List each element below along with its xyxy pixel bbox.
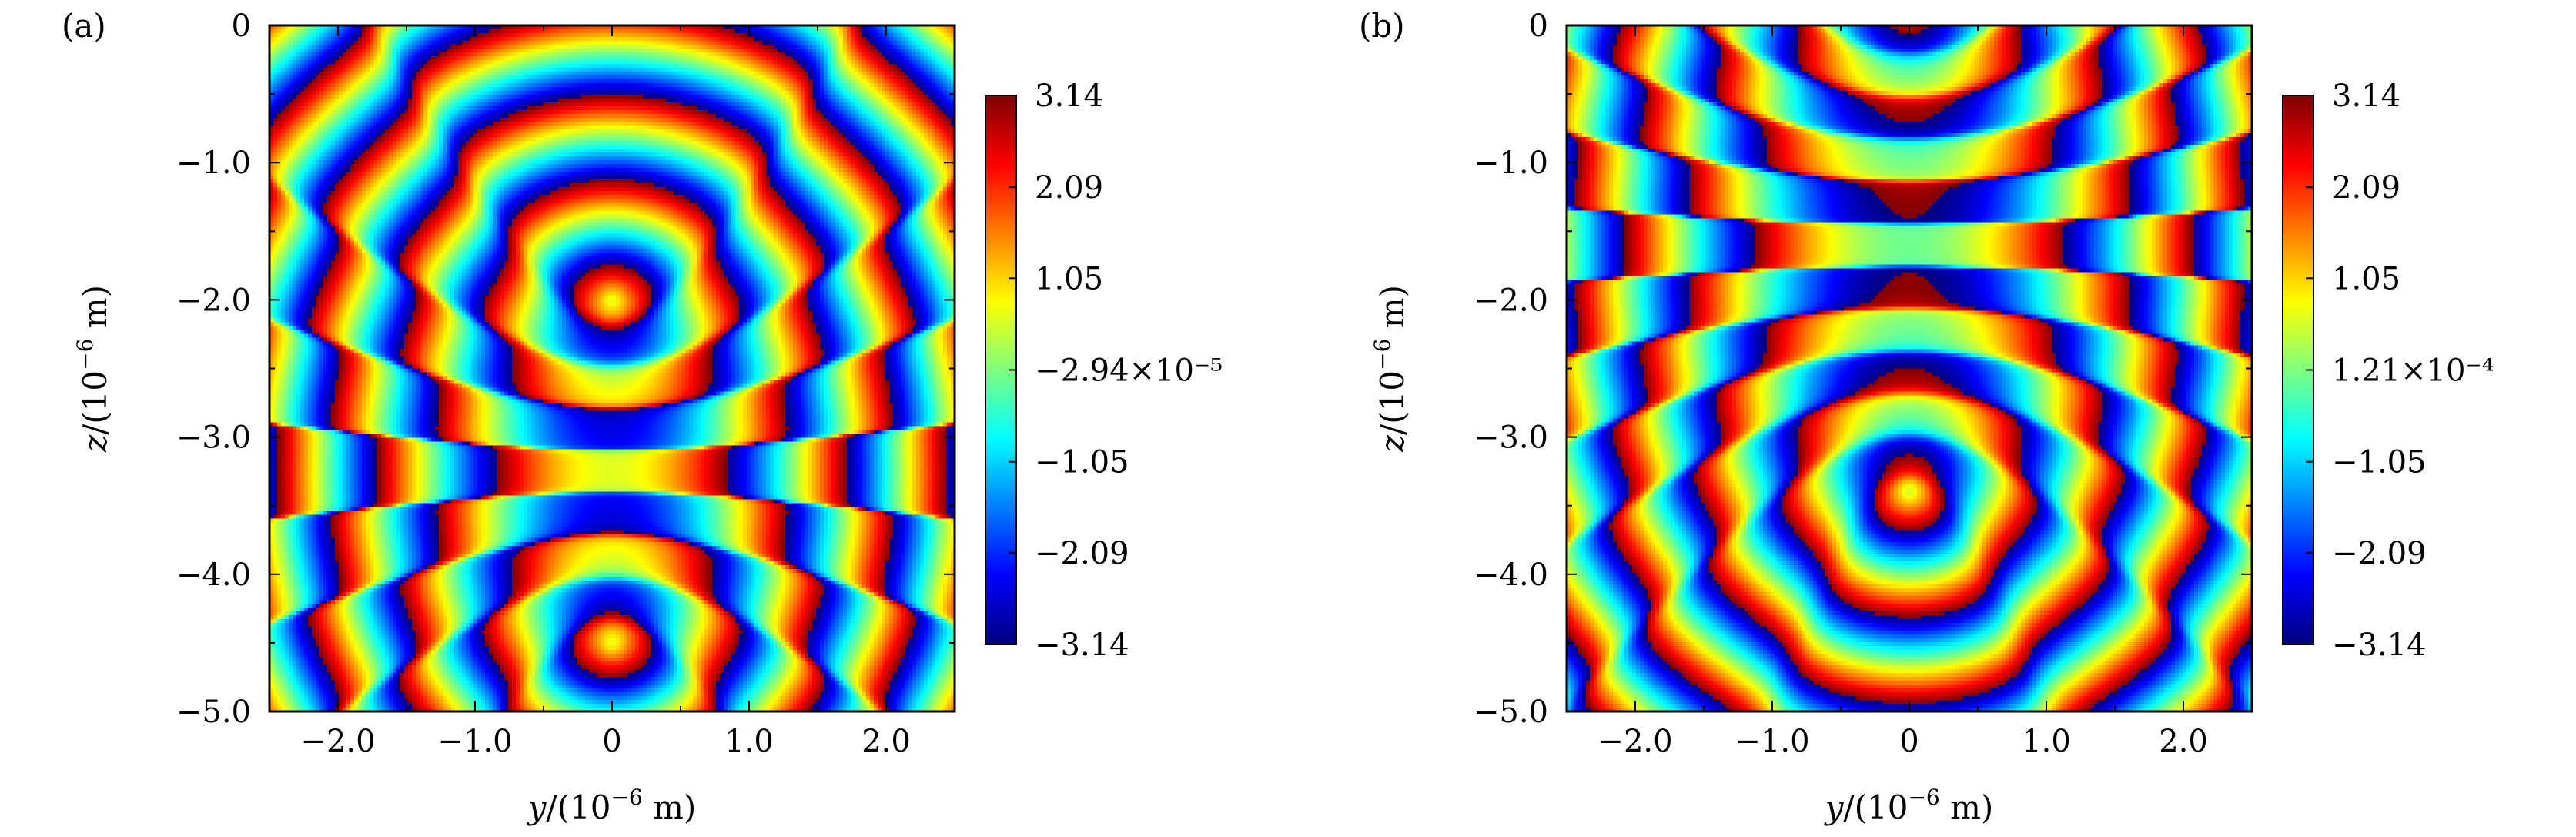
colorbar-tick-label: −3.14 [2332,628,2427,663]
y-axis-label: z/(10−6 m) [72,285,114,453]
y-tick-label: −5.0 [1474,695,1548,730]
y-tick-label: −2.0 [176,283,251,318]
colorbar-tick-label: 2.09 [1035,170,1103,206]
colorbar-tick-label: −2.94×10⁻⁵ [1035,353,1223,389]
y-tick-label: 0 [232,8,251,44]
x-tick-label: −1.0 [437,724,512,759]
x-tick-label: 1.0 [2022,724,2071,759]
colorbar-tick-label: −1.05 [1035,445,1129,480]
panel-a: (a) −2.0 −1.0 0 1.0 2.0 0 −1.0 −2.0 −3.0 −4.0 −5.0 y… [62,7,1223,826]
y-tick-label: −2.0 [1474,283,1548,318]
y-tick-label: −3.0 [1474,420,1548,456]
y-axis-label: z/(10−6 m) [1370,285,1411,453]
y-axis-label-group: z/(10−6 m) [1370,285,1411,453]
y-tick-label: −1.0 [1474,146,1548,181]
panel-b: (b) −2.0 −1.0 0 1.0 2.0 0 −1.0 −2.0 −3.0 −4.0 −5.0 y… [1359,7,2494,826]
phase-heatmap [269,25,955,711]
x-tick-label: 0 [1899,724,1919,759]
y-tick-label: −3.0 [176,420,251,456]
colorbar-tick-label: 1.05 [1035,261,1103,296]
colorbar-tick-label: −1.05 [2332,445,2427,480]
x-tick-label: 1.0 [724,724,774,759]
colorbar-tick-label: −2.09 [2332,536,2427,571]
colorbar-tick-label: −3.14 [1035,628,1129,663]
panel-label: (b) [1359,7,1405,45]
y-tick-label: −1.0 [176,146,251,181]
x-tick-label: −2.0 [1597,724,1672,759]
colorbar-tick-label: 3.14 [2332,79,2400,114]
colorbar-tick-label: 1.21×10⁻⁴ [2332,353,2494,388]
colorbar-tick-label: 3.14 [1035,79,1103,114]
colorbar-tick-label: 1.05 [2332,261,2400,296]
colorbar-tick-label: −2.09 [1035,536,1129,571]
panel-label: (a) [62,7,106,45]
y-tick-label: 0 [1529,8,1548,44]
x-tick-label: −2.0 [300,724,375,759]
y-tick-label: −4.0 [176,557,251,593]
x-tick-label: −1.0 [1735,724,1809,759]
y-axis-label-group: z/(10−6 m) [72,285,114,453]
x-axis-label: y/(10−6 m) [527,785,697,826]
x-axis-label: y/(10−6 m) [1824,785,1994,826]
y-tick-label: −5.0 [176,695,251,730]
colorbar-tick-label: 2.09 [2332,170,2400,206]
x-tick-label: 0 [602,724,621,759]
phase-heatmap [1567,25,2252,711]
x-tick-label: 2.0 [861,724,911,759]
y-tick-label: −4.0 [1474,557,1548,593]
x-tick-label: 2.0 [2159,724,2208,759]
